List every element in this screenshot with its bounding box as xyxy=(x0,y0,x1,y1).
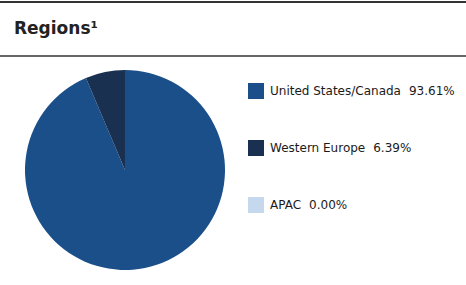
pie-slice xyxy=(25,70,225,270)
pie xyxy=(25,70,225,270)
legend-value: 93.61% xyxy=(409,84,455,98)
legend-entry: APAC 0.00% xyxy=(270,198,347,212)
title-rule xyxy=(0,55,466,57)
legend-swatch xyxy=(248,140,264,156)
pie-slice xyxy=(124,70,125,170)
legend-label: United States/Canada xyxy=(270,84,401,98)
title: Regions¹ xyxy=(14,18,98,38)
legend-swatch xyxy=(248,197,264,213)
legend-label: APAC xyxy=(270,198,301,212)
legend-swatch xyxy=(248,83,264,99)
chart: Regions¹ United States/Canada 93.61% Wester… xyxy=(0,0,466,285)
pie-slice xyxy=(86,70,125,170)
top-rule xyxy=(0,1,466,3)
chart-container: Regions¹ United States/Canada 93.61% Wester… xyxy=(0,0,466,285)
legend-entry: Western Europe 6.39% xyxy=(270,141,411,155)
legend-entry: United States/Canada 93.61% xyxy=(270,84,455,98)
legend: United States/Canada 93.61% Western Europe… xyxy=(248,83,455,213)
legend-label: Western Europe xyxy=(270,141,365,155)
legend-value: 6.39% xyxy=(373,141,411,155)
legend-value: 0.00% xyxy=(309,198,347,212)
